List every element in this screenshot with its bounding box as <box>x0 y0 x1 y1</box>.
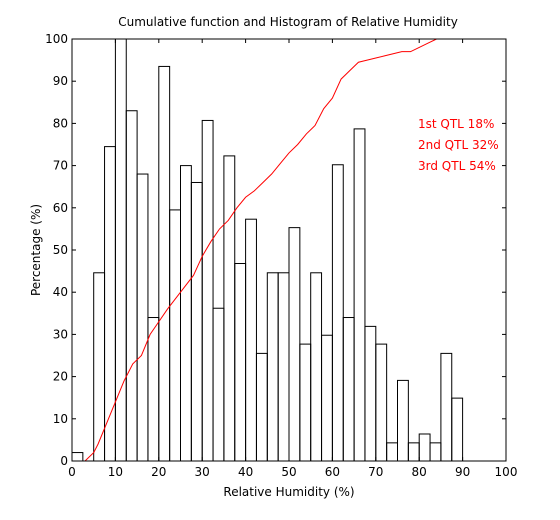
x-tick-label: 20 <box>151 465 166 479</box>
y-tick-label: 60 <box>53 201 68 215</box>
annotation-q1: 1st QTL 18% <box>418 117 494 131</box>
plot-frame <box>71 38 507 462</box>
y-tick-label: 100 <box>45 32 68 46</box>
x-tick-label: 100 <box>495 465 518 479</box>
cumulative-line <box>72 38 506 462</box>
y-tick-label: 30 <box>53 327 68 341</box>
x-tick-label: 0 <box>68 465 76 479</box>
y-tick-label: 80 <box>53 116 68 130</box>
quantile-annotations: 1st QTL 18% 2nd QTL 32% 3rd QTL 54% <box>418 117 499 173</box>
y-tick-labels: 0 10 20 30 40 50 60 70 80 90 100 <box>45 32 68 468</box>
y-tick-label: 0 <box>60 454 68 468</box>
y-tick-label: 70 <box>53 159 68 173</box>
x-tick-label: 50 <box>281 465 296 479</box>
x-tick-label: 40 <box>238 465 253 479</box>
y-tick-label: 40 <box>53 285 68 299</box>
y-tick-label: 20 <box>53 370 68 384</box>
x-tick-label: 60 <box>325 465 340 479</box>
annotation-q3: 3rd QTL 54% <box>418 159 496 173</box>
x-tick-label: 90 <box>455 465 470 479</box>
x-tick-label: 10 <box>108 465 123 479</box>
x-axis-label: Relative Humidity (%) <box>223 485 354 499</box>
y-axis-label: Percentage (%) <box>29 204 43 296</box>
y-tick-label: 10 <box>53 412 68 426</box>
y-tick-label: 90 <box>53 74 68 88</box>
x-tick-label: 70 <box>368 465 383 479</box>
x-tick-labels: 0 10 20 30 40 50 60 70 80 90 100 <box>68 465 517 479</box>
annotation-q2: 2nd QTL 32% <box>418 138 499 152</box>
chart-title: Cumulative function and Histogram of Rel… <box>118 15 458 29</box>
x-tick-label: 80 <box>412 465 427 479</box>
x-tick-label: 30 <box>195 465 210 479</box>
cumulative-curve <box>72 38 506 462</box>
y-tick-label: 50 <box>53 243 68 257</box>
